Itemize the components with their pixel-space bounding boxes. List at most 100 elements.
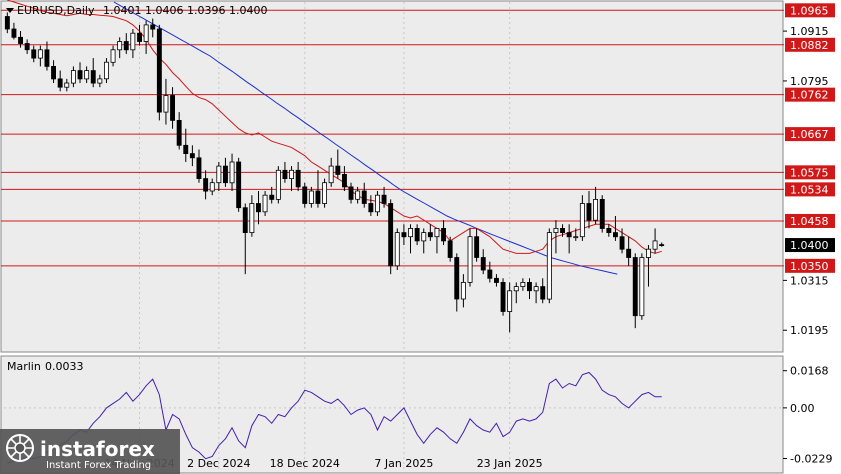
level-label-tag xyxy=(785,165,835,180)
candle-body xyxy=(381,194,387,204)
dropdown-triangle-icon[interactable] xyxy=(6,8,14,13)
candle-body xyxy=(51,66,56,80)
candle-body xyxy=(130,32,136,51)
candle xyxy=(586,191,592,229)
horizontal-levels: 1.0965 1.0882 1.0762 1.0667 1.0575 1.0534 1.04… xyxy=(1,3,835,273)
level-label: 1.0667 xyxy=(790,128,829,141)
price-tick-label: 1.0315 xyxy=(790,274,829,287)
candle xyxy=(143,20,149,54)
candle xyxy=(275,166,281,204)
candle-body xyxy=(24,43,30,51)
candle-body xyxy=(203,178,209,192)
candle xyxy=(328,157,334,187)
time-tick-label: 18 Dec 2024 xyxy=(270,457,340,470)
candle-body xyxy=(460,281,466,300)
indicator-header: Marlin 0.0033 xyxy=(7,360,84,373)
candle-body xyxy=(176,120,182,146)
candle-body xyxy=(427,232,433,238)
candle-body xyxy=(322,182,327,204)
candle xyxy=(189,145,195,167)
candle-body xyxy=(18,36,23,44)
level-label-tag xyxy=(785,182,835,197)
candle xyxy=(24,39,30,54)
candle-body xyxy=(639,257,645,317)
candle-body xyxy=(513,286,519,292)
candle-body xyxy=(295,169,301,188)
candle-body xyxy=(348,186,354,200)
candle xyxy=(500,278,506,316)
candle-body xyxy=(533,286,539,292)
candle xyxy=(573,228,579,241)
candle-body xyxy=(222,165,228,184)
candle-body xyxy=(441,227,446,242)
candle xyxy=(209,178,215,196)
candle xyxy=(408,224,413,254)
candle xyxy=(57,70,63,92)
candle xyxy=(355,186,361,204)
candle-body xyxy=(487,269,493,279)
candle xyxy=(613,215,618,241)
candle xyxy=(77,62,83,84)
candle xyxy=(335,149,341,179)
candle-body xyxy=(262,194,268,213)
candle xyxy=(130,29,136,59)
candle-body xyxy=(586,203,592,221)
level-label-tag xyxy=(785,87,835,102)
instaforex-logo-icon xyxy=(6,434,34,462)
candle xyxy=(639,253,645,320)
candle-body xyxy=(361,190,367,204)
candle xyxy=(137,24,142,46)
candle-body xyxy=(388,203,394,267)
level-label: 1.0534 xyxy=(790,183,829,196)
oscillator-tick-label: 0.0168 xyxy=(790,365,829,378)
candle xyxy=(216,161,222,192)
candle xyxy=(646,245,651,287)
candle-body xyxy=(659,244,665,247)
candle-body xyxy=(553,227,559,233)
marlin-line xyxy=(7,371,662,464)
candle xyxy=(262,191,268,216)
candle xyxy=(546,228,552,304)
candle xyxy=(474,228,480,262)
candle xyxy=(117,37,123,59)
symbol-label: EURUSD,Daily xyxy=(17,4,95,17)
candle-body xyxy=(341,173,347,188)
candle xyxy=(414,224,420,246)
candle-body xyxy=(229,161,235,184)
candle xyxy=(44,41,50,71)
candle xyxy=(163,78,169,125)
candle-body xyxy=(282,169,288,180)
time-tick-label: 2 Dec 2024 xyxy=(187,457,250,470)
candle xyxy=(447,236,453,262)
oscillator-tick-label: 0.00 xyxy=(790,402,815,415)
candle xyxy=(84,66,90,84)
candle-body xyxy=(540,286,546,300)
candle-body xyxy=(57,78,63,88)
candle-body xyxy=(546,232,552,300)
current-price-tag xyxy=(785,238,835,253)
candle xyxy=(441,220,446,246)
candle xyxy=(222,157,228,187)
candle xyxy=(156,24,162,121)
level-label: 1.0575 xyxy=(790,166,829,179)
candle xyxy=(599,195,605,233)
candle-body xyxy=(77,70,83,80)
candle xyxy=(487,261,493,283)
candle-body xyxy=(209,182,215,192)
price-tick-label: 1.0795 xyxy=(790,75,829,88)
candle xyxy=(242,203,248,275)
candle-body xyxy=(143,24,149,42)
level-label: 1.0762 xyxy=(790,89,829,102)
candle-body xyxy=(104,61,109,80)
candle-body xyxy=(269,194,275,200)
candle-body xyxy=(394,232,400,267)
candle xyxy=(64,78,70,92)
marlin-oscillator: 0.0168 0.00 -0.0229 xyxy=(4,365,832,466)
candle-body xyxy=(117,41,123,51)
candle-body xyxy=(236,161,242,209)
candle xyxy=(507,282,513,333)
candle xyxy=(104,58,109,84)
candle xyxy=(229,153,235,192)
candle xyxy=(71,66,76,88)
